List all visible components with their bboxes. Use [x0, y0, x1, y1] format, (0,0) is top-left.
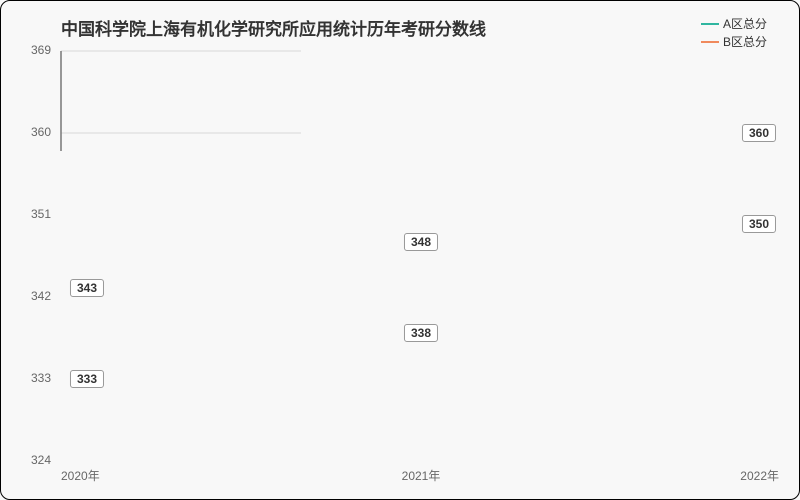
value-label: 350 — [742, 215, 776, 233]
y-tick-label: 369 — [31, 43, 51, 57]
y-tick-label: 324 — [31, 453, 51, 467]
y-tick-label: 333 — [31, 371, 51, 385]
legend-item: B区总分 — [701, 33, 767, 50]
chart-title: 中国科学院上海有机化学研究所应用统计历年考研分数线 — [61, 15, 486, 40]
x-tick-label: 2020年 — [61, 467, 100, 484]
y-tick-label: 360 — [31, 125, 51, 139]
x-tick-label: 2021年 — [402, 467, 441, 484]
value-label: 333 — [70, 370, 104, 388]
y-tick-label: 342 — [31, 289, 51, 303]
value-label: 348 — [404, 233, 438, 251]
legend-item: A区总分 — [701, 15, 767, 32]
legend-label: B区总分 — [723, 33, 767, 50]
x-tick-label: 2022年 — [740, 467, 779, 484]
value-label: 360 — [742, 124, 776, 142]
y-tick-label: 351 — [31, 207, 51, 221]
legend-swatch — [701, 41, 719, 43]
legend-swatch — [701, 23, 719, 25]
value-label: 343 — [70, 279, 104, 297]
value-label: 338 — [404, 324, 438, 342]
legend-label: A区总分 — [723, 15, 767, 32]
